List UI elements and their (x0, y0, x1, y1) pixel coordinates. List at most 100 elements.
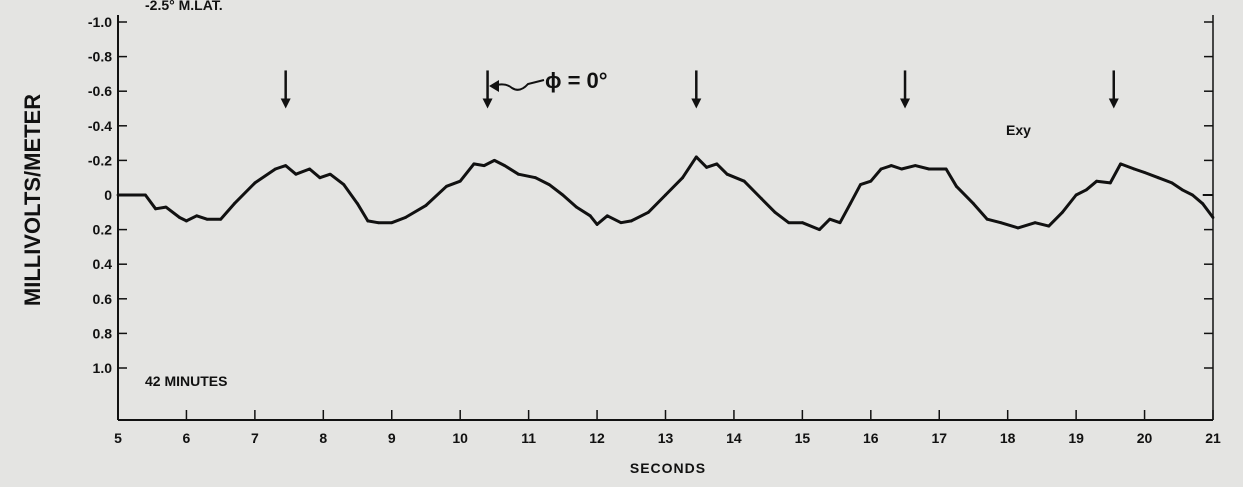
x-tick-label: 12 (589, 430, 605, 446)
data-point (954, 184, 958, 188)
data-point (869, 179, 873, 183)
data-point (185, 219, 188, 223)
y-tick-label: 0.2 (93, 222, 113, 238)
data-point (715, 162, 719, 166)
x-tick-label: 19 (1068, 430, 1084, 446)
data-point (366, 219, 370, 223)
data-point (1201, 202, 1205, 206)
data-point (595, 223, 599, 226)
data-point (493, 159, 496, 162)
data-point (859, 183, 862, 187)
data-point (1047, 224, 1051, 228)
x-tick-label: 9 (388, 430, 396, 446)
data-point (927, 167, 931, 171)
data-point (889, 164, 893, 167)
data-point (1180, 188, 1184, 192)
down-arrow-icon (900, 98, 911, 109)
duration-label: 42 MINUTES (145, 373, 227, 389)
data-point (143, 193, 147, 197)
data-point (828, 217, 832, 221)
header-annotation: -2.5° M.LAT. (145, 0, 223, 13)
data-point (390, 221, 394, 225)
x-tick-label: 18 (1000, 430, 1016, 446)
data-point (274, 167, 277, 171)
x-tick-label: 11 (521, 430, 536, 446)
data-point (284, 164, 288, 167)
data-point (458, 179, 462, 183)
x-axis-title: SECONDS (630, 460, 706, 476)
data-point (838, 221, 842, 225)
data-point (1016, 226, 1020, 230)
data-point (178, 216, 181, 219)
data-point (619, 221, 623, 225)
data-point (972, 202, 975, 206)
x-tick-label: 17 (931, 430, 947, 446)
y-tick-label: -0.6 (88, 83, 112, 99)
data-point (1170, 181, 1174, 185)
data-point (848, 202, 852, 206)
y-axis-title: MILLIVOLTS/METER (20, 94, 45, 306)
marker-arrows (280, 70, 1119, 109)
data-point (787, 221, 791, 225)
data-point (503, 164, 507, 167)
x-tick-label: 10 (452, 430, 468, 446)
down-arrow-icon (1108, 98, 1119, 109)
data-point (879, 167, 883, 171)
data-point (404, 216, 407, 219)
data-point (1211, 216, 1215, 219)
data-point (547, 183, 551, 187)
data-point (913, 164, 917, 167)
data-point (944, 167, 948, 171)
data-point (1061, 210, 1064, 214)
data-point (1095, 179, 1099, 183)
data-point (294, 172, 298, 176)
data-point (773, 210, 777, 214)
series-line-exy (118, 155, 1215, 232)
axes (117, 15, 1214, 421)
data-point (725, 172, 729, 176)
y-tick-label: -0.4 (88, 118, 112, 134)
data-point (318, 176, 322, 180)
data-point (472, 162, 476, 166)
data-point (605, 214, 609, 218)
series-label-exy: Exy (1006, 122, 1031, 138)
x-axis-ticks: 5 6 7 8 9 10 11 12 13 14 15 16 17 18 19 20 21 (114, 410, 1221, 446)
data-point (588, 214, 592, 218)
data-point (629, 219, 633, 223)
x-tick-label: 21 (1205, 430, 1221, 446)
data-point (424, 203, 428, 207)
data-point (1108, 181, 1112, 185)
x-tick-label: 16 (863, 430, 879, 446)
data-point (818, 228, 821, 232)
data-point (646, 210, 650, 214)
data-point (328, 172, 332, 176)
data-point (705, 165, 708, 169)
data-point (205, 217, 209, 221)
data-point (694, 155, 698, 159)
x-tick-label: 14 (726, 430, 742, 446)
y-tick-label: 0 (104, 187, 112, 203)
data-point (561, 193, 565, 197)
x-tick-label: 13 (658, 430, 674, 446)
data-point (516, 172, 520, 176)
data-point (1084, 188, 1088, 192)
x-tick-label: 6 (183, 430, 191, 446)
data-point (376, 221, 380, 225)
phase-pointer-arrowhead-icon (489, 80, 499, 92)
data-point (985, 217, 989, 221)
y-tick-label: -0.2 (88, 152, 112, 168)
down-arrow-icon (691, 98, 702, 109)
data-point (445, 184, 448, 188)
data-point (1033, 221, 1037, 225)
data-point (800, 221, 804, 225)
y-tick-label: 0.8 (93, 325, 113, 341)
y-tick-label: 1.0 (93, 360, 113, 376)
data-point (999, 221, 1003, 225)
data-point (1191, 193, 1194, 197)
y-tick-label: 0.4 (93, 256, 113, 272)
data-point (219, 217, 223, 221)
down-arrow-icon (482, 98, 493, 109)
y-tick-label: -1.0 (88, 14, 112, 30)
